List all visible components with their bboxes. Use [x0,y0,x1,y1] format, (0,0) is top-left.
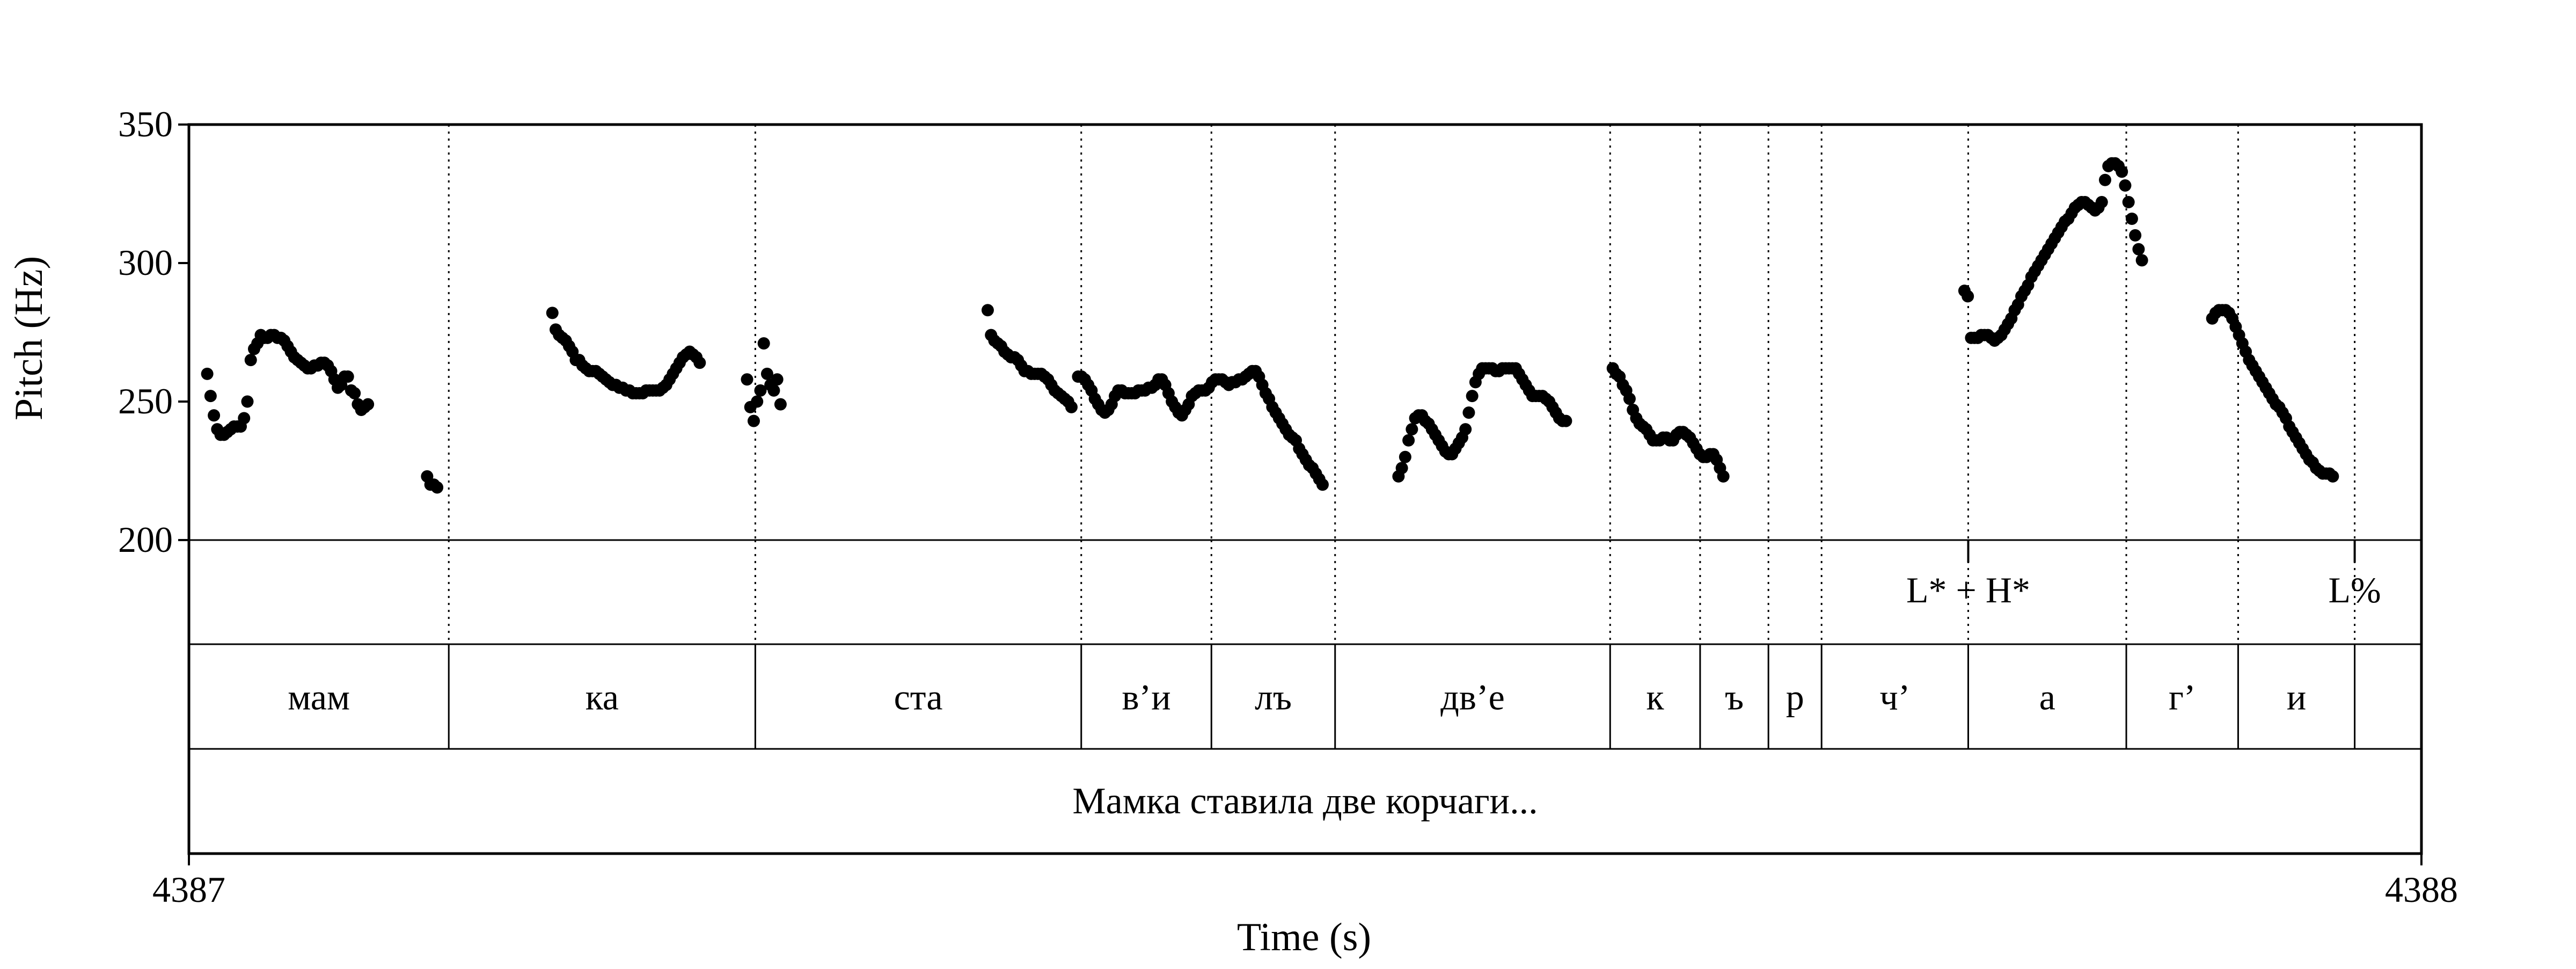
chart-frame-and-tiers [187,123,2423,865]
y-axis-ticks: 200 250 300 350 [118,104,189,560]
pitch-point [1316,478,1329,491]
pitch-point [2132,243,2145,256]
segment-boundaries [448,125,2356,749]
pitch-point [747,414,760,427]
pitch-point [767,384,780,397]
pitch-point [1623,392,1636,405]
segment-tier-labels: мам ка ста в’и лъ дв’е к ъ р ч’ а г’ и [288,677,2306,718]
segment-label: ста [894,677,943,718]
pitch-point [341,370,354,383]
y-axis-title: Pitch (Hz) [7,256,51,420]
pitch-point [431,481,444,494]
pitch-point [1395,462,1408,475]
pitch-point [771,373,784,386]
y-tick-label: 300 [118,242,173,283]
pitch-point [741,373,753,386]
tone-label: L* + H* [1906,570,2030,610]
pitch-point [2095,195,2108,208]
segment-label: лъ [1255,677,1292,718]
segment-label: дв’е [1440,677,1505,718]
pitch-point [546,307,559,319]
segment-label: р [1786,677,1804,718]
pitch-point [362,398,375,411]
sentence-label: Мамка ставила две корчаги... [1072,781,1538,822]
pitch-point [2122,195,2135,208]
pitch-point [241,395,254,408]
segment-label: в’и [1122,677,1170,718]
chart-labels: Time (s) Pitch (Hz) 4387 4388 Мамка став… [7,256,2458,959]
segment-label: к [1646,677,1665,718]
pitch-point [2125,212,2138,225]
segment-label: ка [586,677,619,718]
pitch-point [1962,290,1974,303]
segment-label: и [2287,677,2306,718]
pitch-point [2135,254,2148,267]
pitch-point [208,409,221,422]
pitch-point [1560,414,1572,427]
pitch-point [238,412,251,425]
pitch-point [1717,470,1730,483]
x-axis-title: Time (s) [1237,915,1371,959]
segment-label: г’ [2169,677,2196,718]
pitch-point [757,337,770,350]
segment-label: ъ [1725,677,1744,718]
pitch-point [204,390,217,403]
segment-label: ч’ [1879,677,1910,718]
pitch-point [2326,470,2339,483]
pitch-point [1406,423,1418,436]
pitch-point [2099,173,2112,186]
pitch-point [1399,450,1411,463]
segment-label: мам [288,677,350,718]
pitch-point [981,304,994,317]
pitch-points [201,157,2339,494]
tone-label: L% [2329,570,2381,610]
pitch-point [2119,179,2132,192]
pitch-point [1402,434,1415,447]
pitch-point [348,387,361,400]
pitch-point [760,367,773,380]
pitch-point [1459,423,1472,436]
pitch-point [244,354,257,367]
pitch-point [2116,165,2128,178]
pitch-point [1466,390,1479,403]
y-tick-label: 200 [118,519,173,560]
segment-label: а [2039,677,2055,718]
pitch-point [1462,406,1475,419]
pitch-point [201,367,214,380]
tone-tier-labels: L* + H* L% [1906,540,2381,610]
y-tick-label: 250 [118,381,173,421]
pitch-point [2129,229,2142,242]
pitch-point [1065,400,1078,413]
x-tick-label-end: 4388 [2385,869,2458,910]
y-tick-label: 350 [118,104,173,144]
pitch-point [774,398,787,411]
x-tick-label-start: 4387 [152,869,225,910]
pitch-point [751,395,764,408]
pitch-point [754,384,767,397]
pitch-point [693,356,706,369]
outer-frame [187,123,2423,855]
